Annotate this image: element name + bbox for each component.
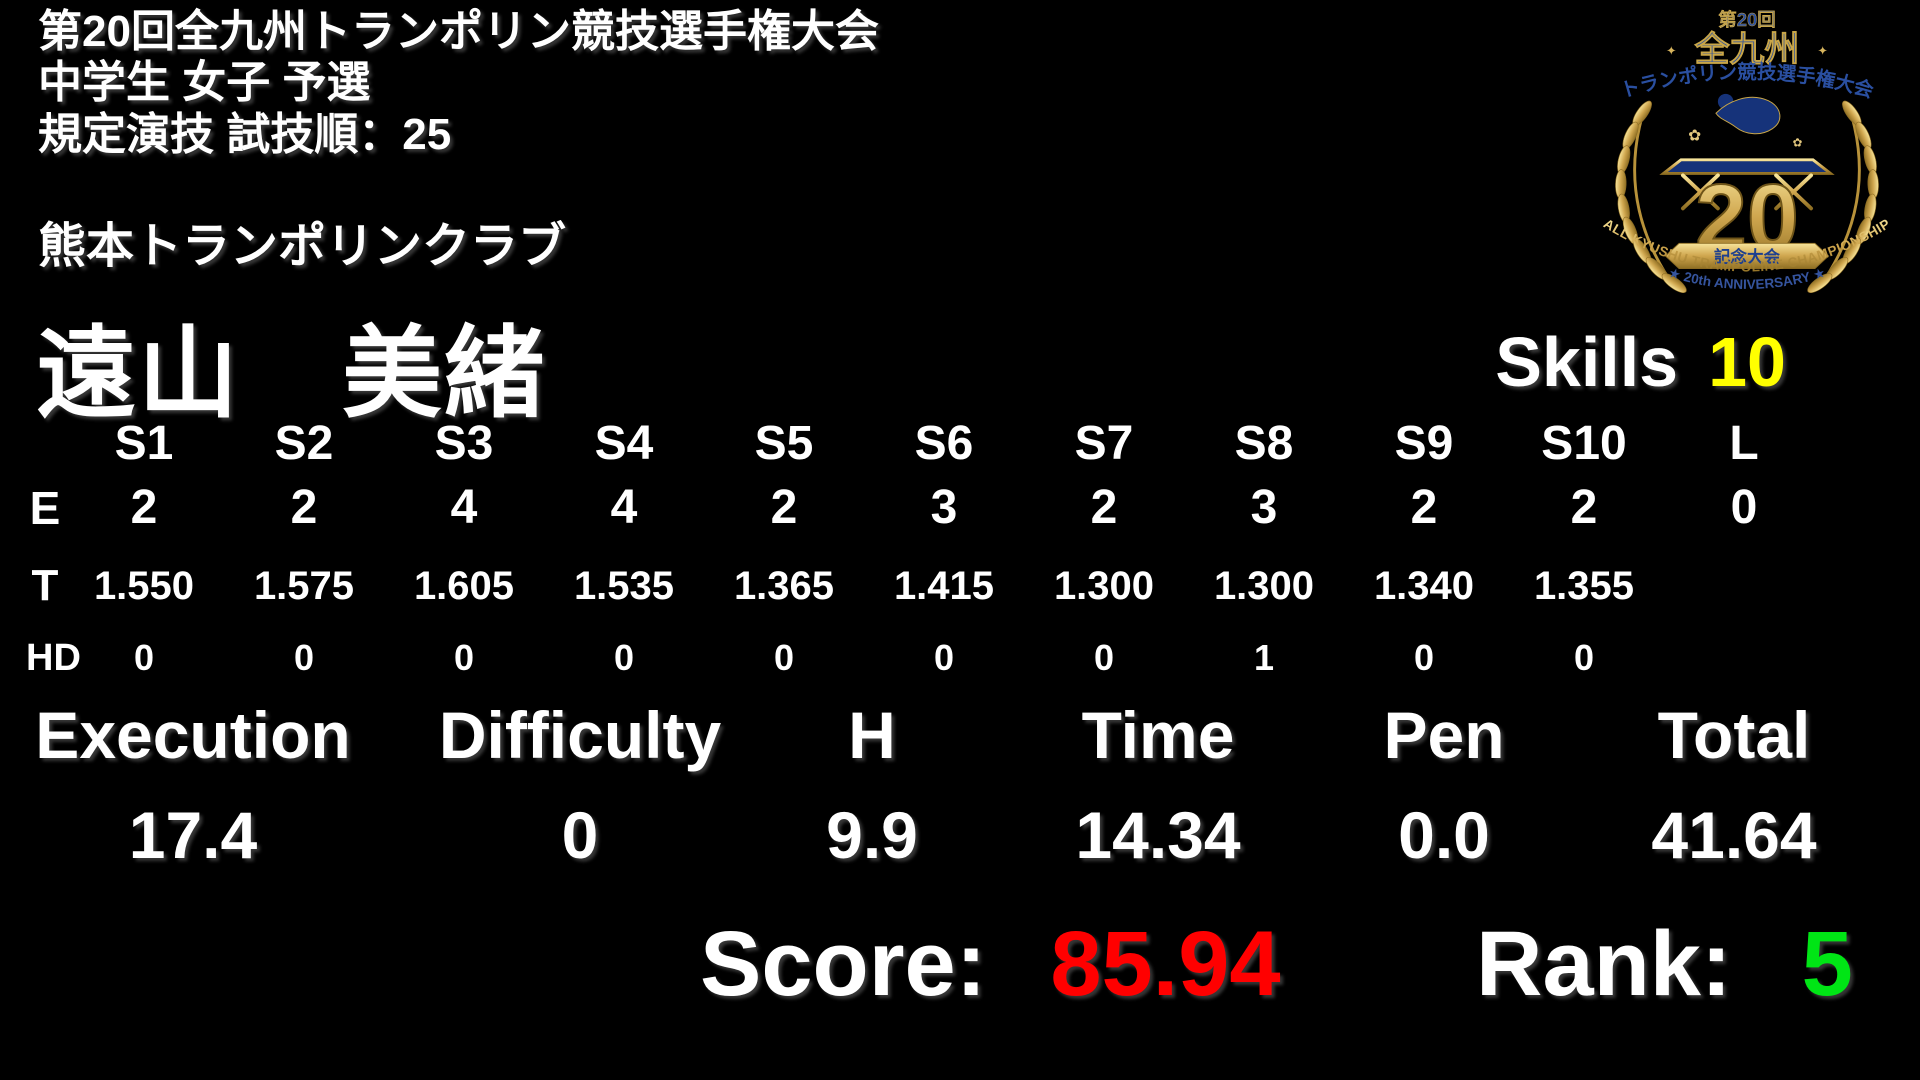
e-value-s9: 2 bbox=[1410, 481, 1438, 534]
col-header-s1: S1 bbox=[114, 417, 174, 470]
hd-value-s6: 0 bbox=[933, 637, 955, 678]
e-value-s4: 4 bbox=[610, 481, 638, 534]
e-value-s5: 2 bbox=[770, 481, 798, 534]
t-value-s9: 1.340 bbox=[1373, 564, 1475, 608]
logo-region-text: 全九州 bbox=[1694, 29, 1800, 69]
summary-value-pen: 0.0 bbox=[1398, 798, 1490, 872]
rank-group: Rank: 5 bbox=[1476, 912, 1853, 1017]
summary-value-execution: 17.4 bbox=[128, 798, 258, 872]
col-header-l: L bbox=[1729, 417, 1759, 470]
t-value-s7: 1.300 bbox=[1053, 564, 1155, 608]
hd-value-s9: 0 bbox=[1413, 637, 1435, 678]
logo-arc-title: トランポリン競技選手権大会 bbox=[1618, 60, 1877, 102]
event-routine-order: 規定演技 試技順：25 bbox=[38, 109, 452, 159]
col-header-s9: S9 bbox=[1394, 417, 1454, 470]
event-title: 第20回全九州トランポリン競技選手権大会 bbox=[38, 7, 879, 56]
hd-value-s1: 0 bbox=[133, 637, 155, 678]
t-value-s5: 1.365 bbox=[733, 564, 835, 608]
col-header-s2: S2 bbox=[274, 417, 334, 470]
summary-value-time: 14.34 bbox=[1075, 798, 1241, 872]
e-value-l: 0 bbox=[1730, 481, 1758, 534]
ribbon-banner: 記念大会 bbox=[1664, 242, 1830, 270]
summary-label-pen: Pen bbox=[1383, 698, 1505, 772]
hd-value-s5: 0 bbox=[773, 637, 795, 678]
laurel-wreath-icon bbox=[1615, 100, 1879, 293]
t-value-s6: 1.415 bbox=[893, 564, 995, 608]
summary-value-total: 41.64 bbox=[1651, 798, 1817, 872]
championship-logo: 第20回 ✦ 全九州 ✦ トランポリン競技選手権大会 ✿ ✿ 20 記念大会 A… bbox=[1601, 9, 1893, 293]
e-value-s3: 4 bbox=[450, 481, 478, 534]
skills-count: 10 bbox=[1708, 323, 1786, 401]
e-value-s1: 2 bbox=[130, 481, 158, 534]
summary-label-h: H bbox=[848, 698, 896, 772]
e-value-s7: 2 bbox=[1090, 481, 1118, 534]
event-category: 中学生 女子 予選 bbox=[38, 58, 371, 108]
hd-value-s8: 1 bbox=[1253, 637, 1275, 678]
hd-value-s2: 0 bbox=[293, 637, 315, 678]
skills-counter: Skills 10 bbox=[1495, 322, 1786, 402]
summary-table: Execution Difficulty H Time Pen Total 17… bbox=[0, 698, 1920, 872]
summary-label-execution: Execution bbox=[35, 698, 351, 772]
flower-icon: ✿ bbox=[1793, 136, 1803, 149]
col-header-s8: S8 bbox=[1234, 417, 1294, 470]
col-header-s5: S5 bbox=[754, 417, 814, 470]
summary-value-difficulty: 0 bbox=[561, 798, 599, 872]
rank-label: Rank: bbox=[1476, 913, 1732, 1015]
row-label-t: T bbox=[31, 561, 59, 610]
summary-label-time: Time bbox=[1081, 698, 1235, 772]
hd-value-s10: 0 bbox=[1573, 637, 1595, 678]
sparkle-icon: ✦ bbox=[1666, 44, 1677, 58]
logo-edition-text: 第20回 bbox=[1718, 9, 1775, 30]
hd-value-s3: 0 bbox=[453, 637, 475, 678]
club-name: 熊本トランポリンクラブ bbox=[38, 220, 567, 273]
e-value-s6: 3 bbox=[930, 481, 958, 534]
event-header: 第20回全九州トランポリン競技選手権大会 中学生 女子 予選 規定演技 試技順：… bbox=[38, 6, 879, 160]
sparkle-icon: ✦ bbox=[1817, 44, 1828, 58]
t-value-s10: 1.355 bbox=[1533, 564, 1635, 608]
logo-arc-title-text: トランポリン競技選手権大会 bbox=[1618, 60, 1877, 102]
t-value-s1: 1.550 bbox=[93, 564, 195, 608]
skills-table: S1 S2 S3 S4 S5 S6 S7 S8 S9 S10 L E 2 2 4… bbox=[0, 416, 1824, 682]
e-value-s8: 3 bbox=[1250, 481, 1278, 534]
hd-value-s7: 0 bbox=[1093, 637, 1115, 678]
t-value-l bbox=[1664, 538, 1824, 612]
skills-table-corner bbox=[0, 416, 64, 478]
t-value-s2: 1.575 bbox=[253, 564, 355, 608]
flower-icon: ✿ bbox=[1688, 127, 1701, 144]
summary-label-total: Total bbox=[1657, 698, 1811, 772]
summary-value-h: 9.9 bbox=[826, 798, 918, 872]
col-header-s3: S3 bbox=[434, 417, 494, 470]
row-label-e: E bbox=[29, 482, 61, 534]
score-label: Score: bbox=[700, 913, 987, 1015]
hd-value-l bbox=[1664, 612, 1824, 682]
col-header-s7: S7 bbox=[1074, 417, 1134, 470]
col-header-s6: S6 bbox=[914, 417, 974, 470]
trampoline-icon bbox=[1659, 158, 1835, 211]
e-value-s10: 2 bbox=[1570, 481, 1598, 534]
col-header-s4: S4 bbox=[594, 417, 654, 470]
row-label-hd: HD bbox=[26, 637, 81, 679]
rank-value: 5 bbox=[1801, 913, 1853, 1015]
t-value-s3: 1.605 bbox=[413, 564, 515, 608]
t-value-s8: 1.300 bbox=[1213, 564, 1315, 608]
skills-label: Skills bbox=[1495, 323, 1679, 401]
score-group: Score: 85.94 bbox=[700, 912, 1281, 1017]
athlete-name: 遠山 美緒 bbox=[36, 318, 546, 430]
logo-ribbon-text: 記念大会 bbox=[1714, 247, 1781, 267]
score-value: 85.94 bbox=[1050, 913, 1281, 1015]
hd-value-s4: 0 bbox=[613, 637, 635, 678]
col-header-s10: S10 bbox=[1541, 417, 1627, 470]
gymnast-icon bbox=[1715, 93, 1781, 135]
t-value-s4: 1.535 bbox=[573, 564, 675, 608]
e-value-s2: 2 bbox=[290, 481, 318, 534]
summary-label-difficulty: Difficulty bbox=[438, 698, 722, 772]
